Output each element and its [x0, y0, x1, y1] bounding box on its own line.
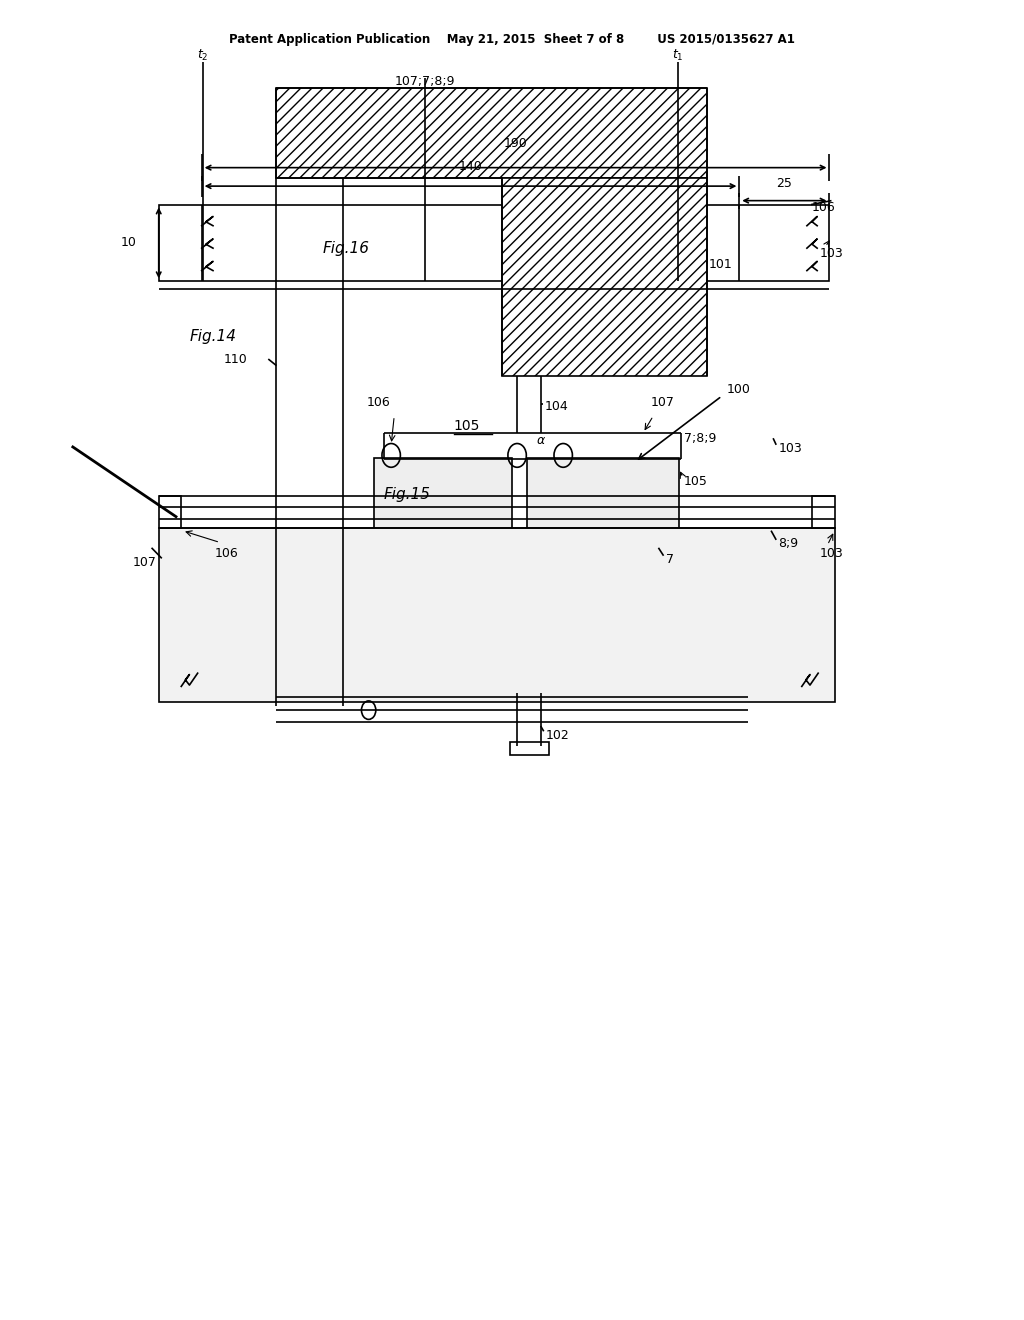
Text: 101: 101: [709, 257, 732, 271]
Text: 104: 104: [545, 400, 568, 413]
Text: 140: 140: [459, 160, 482, 173]
Text: 106: 106: [215, 546, 239, 560]
Text: 110: 110: [223, 352, 247, 366]
Bar: [527, 458, 679, 693]
Text: 103: 103: [819, 247, 843, 260]
Text: Patent Application Publication    May 21, 2015  Sheet 7 of 8        US 2015/0135: Patent Application Publication May 21, 2…: [229, 33, 795, 46]
Text: 106: 106: [367, 396, 390, 409]
Text: Fig.16: Fig.16: [323, 240, 370, 256]
Text: 10: 10: [120, 236, 136, 249]
Text: 8;9: 8;9: [778, 537, 799, 550]
Bar: [159, 496, 181, 528]
Text: 105: 105: [454, 420, 480, 433]
Bar: [159, 528, 835, 702]
Text: 107;7;8;9: 107;7;8;9: [394, 75, 455, 88]
Bar: [502, 178, 707, 376]
Text: 25: 25: [776, 177, 793, 190]
Bar: [276, 88, 707, 178]
Bar: [510, 742, 549, 755]
Text: 106: 106: [812, 201, 836, 214]
Text: 190: 190: [504, 137, 527, 150]
Text: 103: 103: [819, 546, 843, 560]
Text: 107: 107: [133, 556, 157, 569]
Text: 103: 103: [778, 442, 802, 455]
Text: 7: 7: [666, 553, 674, 566]
Text: 102: 102: [546, 729, 569, 742]
Text: Fig.14: Fig.14: [189, 329, 237, 345]
Text: Fig.15: Fig.15: [384, 487, 431, 503]
Text: $t_2$: $t_2$: [197, 48, 209, 63]
Text: 107: 107: [650, 396, 674, 409]
Bar: [159, 205, 829, 281]
Text: $\alpha$: $\alpha$: [536, 434, 546, 447]
Text: 100: 100: [727, 383, 751, 396]
Bar: [812, 496, 835, 528]
Text: $t_1$: $t_1$: [672, 48, 684, 63]
Text: 7;8;9: 7;8;9: [684, 432, 717, 445]
Text: 105: 105: [684, 475, 708, 488]
Bar: [374, 458, 512, 693]
